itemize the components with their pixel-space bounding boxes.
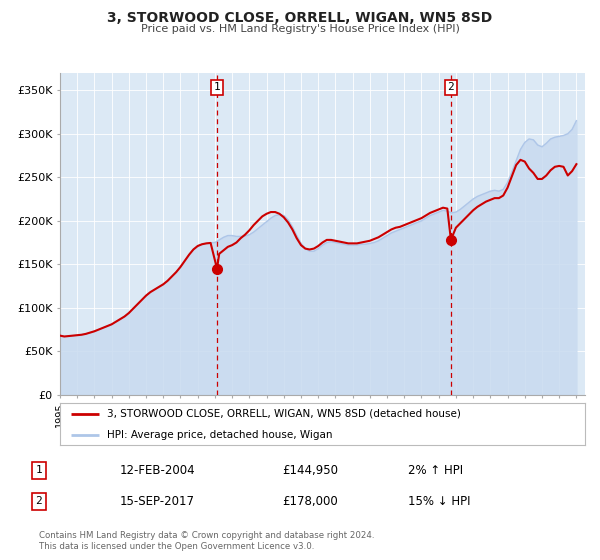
Text: 1: 1: [35, 465, 43, 475]
Text: £178,000: £178,000: [282, 494, 338, 508]
Text: HPI: Average price, detached house, Wigan: HPI: Average price, detached house, Wiga…: [107, 430, 333, 440]
Text: 2% ↑ HPI: 2% ↑ HPI: [408, 464, 463, 477]
Text: 2: 2: [35, 496, 43, 506]
Text: 1: 1: [214, 82, 220, 92]
Text: This data is licensed under the Open Government Licence v3.0.: This data is licensed under the Open Gov…: [39, 542, 314, 550]
Text: 3, STORWOOD CLOSE, ORRELL, WIGAN, WN5 8SD (detached house): 3, STORWOOD CLOSE, ORRELL, WIGAN, WN5 8S…: [107, 409, 461, 419]
Text: Contains HM Land Registry data © Crown copyright and database right 2024.: Contains HM Land Registry data © Crown c…: [39, 531, 374, 540]
Text: 15% ↓ HPI: 15% ↓ HPI: [408, 494, 470, 508]
Text: Price paid vs. HM Land Registry's House Price Index (HPI): Price paid vs. HM Land Registry's House …: [140, 24, 460, 34]
Text: 12-FEB-2004: 12-FEB-2004: [120, 464, 196, 477]
Text: £144,950: £144,950: [282, 464, 338, 477]
Text: 15-SEP-2017: 15-SEP-2017: [120, 494, 195, 508]
Text: 3, STORWOOD CLOSE, ORRELL, WIGAN, WN5 8SD: 3, STORWOOD CLOSE, ORRELL, WIGAN, WN5 8S…: [107, 11, 493, 25]
Text: 2: 2: [448, 82, 454, 92]
